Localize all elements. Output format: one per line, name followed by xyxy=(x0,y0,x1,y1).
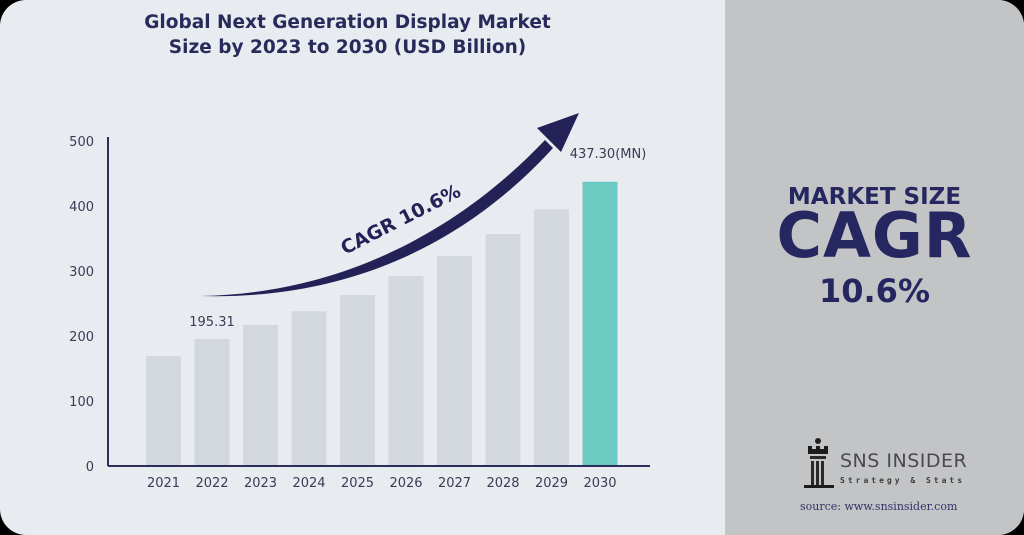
x-tick-label: 2026 xyxy=(389,476,422,491)
sns-insider-logo: SNS INSIDER Strategy & Stats xyxy=(800,436,980,496)
cagr-arrow xyxy=(200,140,553,297)
x-tick-label: 2030 xyxy=(583,476,616,491)
y-tick-labels: 0 100 200 300 400 500 xyxy=(69,135,94,475)
y-tick-label: 200 xyxy=(69,330,94,345)
cagr-arrow-head xyxy=(537,113,579,152)
chart-title-line-1: Global Next Generation Display Market xyxy=(144,12,551,33)
bar-2027 xyxy=(437,256,472,466)
x-tick-label: 2027 xyxy=(438,476,471,491)
y-tick-label: 0 xyxy=(86,460,94,475)
x-tick-label: 2023 xyxy=(244,476,277,491)
x-tick-label: 2028 xyxy=(486,476,519,491)
y-tick-label: 400 xyxy=(69,200,94,215)
chart-title-line-2: Size by 2023 to 2030 (USD Billion) xyxy=(168,37,527,58)
x-tick-label: 2025 xyxy=(341,476,374,491)
chart-title: Global Next Generation Display Market Si… xyxy=(110,10,585,60)
source-credit: source: www.snsinsider.com xyxy=(800,500,958,513)
chess-rook-icon xyxy=(804,438,834,488)
bar-2030 xyxy=(582,181,618,466)
data-label-2022: 195.31 xyxy=(189,315,235,330)
market-size-panel xyxy=(725,0,1024,535)
bar-2024 xyxy=(291,311,327,466)
cagr-label: CAGR xyxy=(776,199,973,272)
bar-2022 xyxy=(194,339,230,466)
bar-2021 xyxy=(146,356,181,466)
data-labels: 195.31 437.30(MN) xyxy=(189,147,646,330)
bar-2029 xyxy=(534,209,569,466)
bar-2028 xyxy=(485,233,521,466)
bar-2025 xyxy=(340,295,375,466)
x-tick-label: 2029 xyxy=(535,476,568,491)
x-tick-label: 2022 xyxy=(195,476,228,491)
y-tick-label: 300 xyxy=(69,265,94,280)
logo-name: SNS INSIDER xyxy=(840,450,968,472)
x-tick-labels: 2021 2022 2023 2024 2025 2026 2027 2028 2029 2030 xyxy=(147,476,617,491)
logo-tagline: Strategy & Stats xyxy=(840,476,966,485)
bar-2023 xyxy=(243,324,278,466)
bars-group xyxy=(146,181,618,466)
y-tick-label: 100 xyxy=(69,395,94,410)
cagr-value: 10.6% xyxy=(818,272,930,310)
x-tick-label: 2024 xyxy=(292,476,325,491)
x-tick-label: 2021 xyxy=(147,476,180,491)
data-label-2030: 437.30(MN) xyxy=(570,147,647,162)
y-tick-label: 500 xyxy=(69,135,94,150)
bar-2026 xyxy=(388,276,424,466)
market-size-label: MARKET SIZE xyxy=(787,184,962,210)
